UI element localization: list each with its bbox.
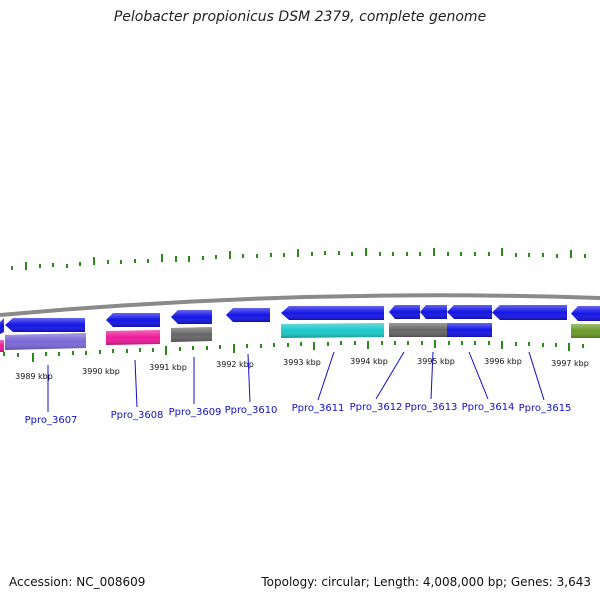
- gene-label: Ppro_3608: [111, 410, 164, 421]
- scale-label: 3995 kbp: [417, 357, 455, 366]
- scale-label: 3993 kbp: [283, 358, 321, 367]
- gene-arrow-edge-right-shade: [571, 306, 600, 321]
- genome-summary-text: Topology: circular; Length: 4,008,000 bp…: [261, 575, 591, 589]
- gene-arrow-ppro-3609-shade: [171, 310, 212, 324]
- scale-label: 3990 kbp: [82, 367, 120, 376]
- gene-bar-edge-right-shade: [571, 324, 600, 338]
- gene-bar-ppro-3608-shade: [106, 330, 160, 345]
- leader-line: [375, 351, 405, 400]
- gene-label: Ppro_3613: [405, 402, 458, 413]
- gene-label: Ppro_3610: [225, 405, 278, 416]
- leader-line: [247, 353, 251, 403]
- gene-label: Ppro_3614: [462, 402, 515, 413]
- gene-bar-ppro-3612-shade: [389, 323, 447, 337]
- gene-bar-ppro-3607-shade: [5, 333, 86, 350]
- gene-arrow-ppro-3607-shade: [5, 318, 85, 332]
- leader-line: [317, 351, 335, 401]
- scale-track: 3989 kbp 3990 kbp 3991 kbp 3992 kbp 3993 kbp…: [3, 340, 589, 381]
- scale-label: 3992 kbp: [216, 360, 254, 369]
- scale-label: 3996 kbp: [484, 357, 522, 366]
- gene-arrow-ppro-3613-shade: [420, 305, 447, 319]
- gene-arrow-ppro-3615-shade: [492, 305, 567, 320]
- map-title: Pelobacter propionicus DSM 2379, complet…: [113, 9, 487, 25]
- leader-line: [468, 351, 489, 400]
- gene-arrow-ppro-3614-shade: [447, 305, 492, 319]
- gene-track: [0, 305, 600, 352]
- gene-label: Ppro_3615: [519, 403, 572, 414]
- leader-line: [134, 359, 138, 408]
- leader-line: [528, 351, 545, 401]
- gene-bar-edge-shade: [0, 340, 4, 352]
- scale-label: 3997 kbp: [551, 359, 589, 368]
- gene-label: Ppro_3607: [25, 415, 78, 426]
- gene-label: Ppro_3611: [292, 403, 345, 414]
- gene-bar-ppro-3611-shade: [281, 323, 384, 338]
- scale-label: 3994 kbp: [350, 357, 388, 366]
- gene-label: Ppro_3612: [350, 402, 403, 413]
- gc-content-track: [11, 248, 586, 270]
- gene-bar-ppro-3614-shade: [447, 323, 492, 337]
- scale-label: 3991 kbp: [149, 363, 187, 372]
- accession-text: Accession: NC_008609: [9, 575, 146, 589]
- leader-line: [430, 351, 434, 400]
- gene-arrow-ppro-3610-shade: [226, 308, 270, 322]
- gene-bar-ppro-3609-shade: [171, 327, 212, 342]
- gene-label: Ppro_3609: [169, 407, 222, 418]
- gene-arrow-ppro-3608-shade: [106, 313, 160, 327]
- gene-labels: Ppro_3607 Ppro_3608 Ppro_3609 Ppro_3610 Ppro…: [25, 402, 572, 426]
- gene-arrow-ppro-3611-shade: [281, 306, 384, 320]
- gene-arrow-edge-shade: [0, 318, 4, 334]
- genome-backbone: [0, 293, 600, 317]
- gene-arrow-ppro-3612-shade: [389, 305, 420, 319]
- scale-label: 3989 kbp: [15, 372, 53, 381]
- label-leader-lines: [47, 351, 545, 412]
